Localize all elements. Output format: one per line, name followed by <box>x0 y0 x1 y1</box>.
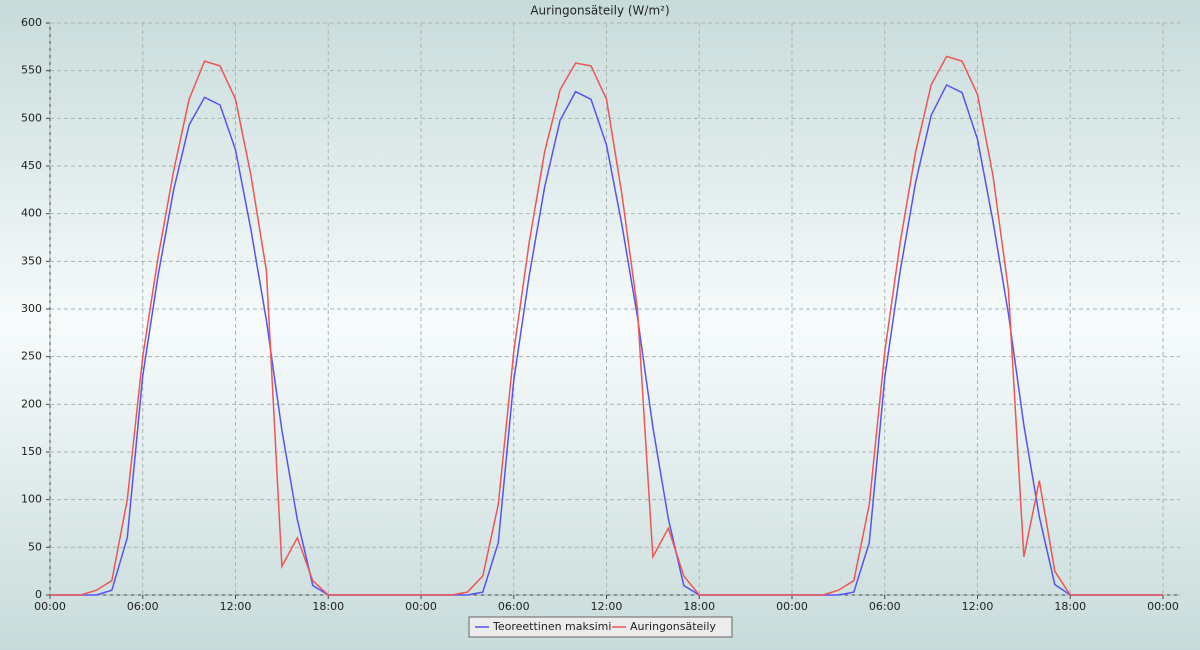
legend-label: Teoreettinen maksimi <box>492 620 611 633</box>
x-tick-label: 00:00 <box>1147 600 1179 613</box>
x-tick-label: 00:00 <box>776 600 808 613</box>
x-tick-label: 12:00 <box>962 600 994 613</box>
x-tick-label: 06:00 <box>127 600 159 613</box>
y-tick-label: 300 <box>21 302 42 315</box>
y-tick-label: 0 <box>35 588 42 601</box>
y-tick-label: 600 <box>21 16 42 29</box>
y-tick-label: 500 <box>21 111 42 124</box>
y-tick-label: 450 <box>21 159 42 172</box>
x-tick-label: 18:00 <box>1054 600 1086 613</box>
legend <box>468 616 733 638</box>
x-tick-label: 06:00 <box>869 600 901 613</box>
y-tick-label: 550 <box>21 64 42 77</box>
series-line <box>50 83 1163 596</box>
x-tick-label: 12:00 <box>591 600 623 613</box>
x-tick-label: 12:00 <box>220 600 252 613</box>
x-tick-label: 18:00 <box>683 600 715 613</box>
y-tick-label: 100 <box>21 493 42 506</box>
legend-label: Auringonsäteily <box>630 620 716 633</box>
y-tick-label: 50 <box>28 540 42 553</box>
series-line <box>50 55 1163 596</box>
x-tick-label: 06:00 <box>498 600 530 613</box>
y-tick-label: 350 <box>21 254 42 267</box>
y-tick-label: 400 <box>21 207 42 220</box>
y-tick-label: 200 <box>21 397 42 410</box>
x-tick-label: 18:00 <box>312 600 344 613</box>
x-tick-label: 00:00 <box>405 600 437 613</box>
y-tick-label: 150 <box>21 445 42 458</box>
x-tick-label: 00:00 <box>34 600 66 613</box>
y-tick-label: 250 <box>21 350 42 363</box>
chart-title: Auringonsäteily (W/m²) <box>530 4 669 18</box>
